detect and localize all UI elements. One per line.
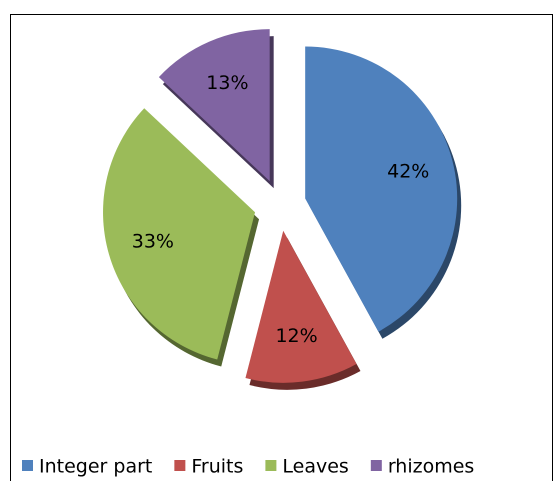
legend-label: Integer part xyxy=(39,456,152,478)
data-label: 42% xyxy=(387,161,429,183)
legend-swatch xyxy=(22,460,33,471)
pie-slice xyxy=(103,108,256,360)
legend-swatch xyxy=(265,460,277,471)
data-label: 12% xyxy=(275,325,317,347)
pie-slice xyxy=(158,29,270,182)
legend-swatch xyxy=(370,460,382,471)
pie-slice xyxy=(245,230,357,383)
slices: 42% 12% 33% 13% xyxy=(103,29,458,383)
data-label: 13% xyxy=(206,72,248,94)
legend-label: Fruits xyxy=(191,456,243,478)
data-label: 33% xyxy=(132,230,174,252)
legend-swatch xyxy=(174,460,186,471)
pie-slice xyxy=(305,46,458,332)
legend-label: rhizomes xyxy=(388,456,475,478)
legend: Integer part Fruits Leaves rhizomes xyxy=(22,456,474,478)
legend-label: Leaves xyxy=(282,456,348,478)
